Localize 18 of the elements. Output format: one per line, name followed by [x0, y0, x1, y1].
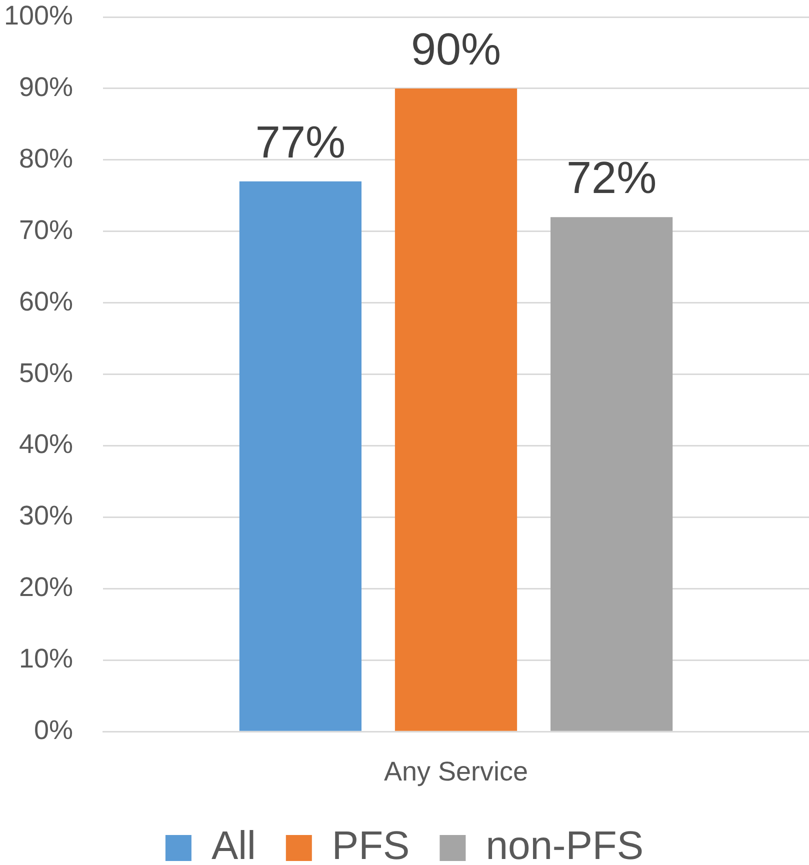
x-tick-label: Any Service	[384, 756, 528, 786]
y-tick-label: 70%	[18, 214, 73, 245]
y-tick-label: 80%	[18, 143, 73, 174]
y-tick-label: 60%	[18, 286, 73, 316]
data-label: 77%	[255, 116, 346, 168]
legend-label: non-PFS	[486, 824, 644, 865]
y-tick-label: 10%	[18, 644, 73, 674]
y-tick-label: 90%	[18, 72, 73, 102]
data-label: 72%	[566, 152, 657, 204]
y-tick-label: 100%	[4, 0, 73, 30]
y-tick-label: 40%	[18, 429, 73, 460]
legend-label: PFS	[332, 824, 410, 865]
y-tick-label: 30%	[18, 500, 73, 531]
y-tick-label: 0%	[34, 715, 73, 746]
y-tick-label: 20%	[18, 572, 73, 602]
legend-label: All	[211, 824, 256, 865]
data-label: 90%	[410, 23, 502, 74]
y-tick-label: 50%	[18, 358, 73, 388]
